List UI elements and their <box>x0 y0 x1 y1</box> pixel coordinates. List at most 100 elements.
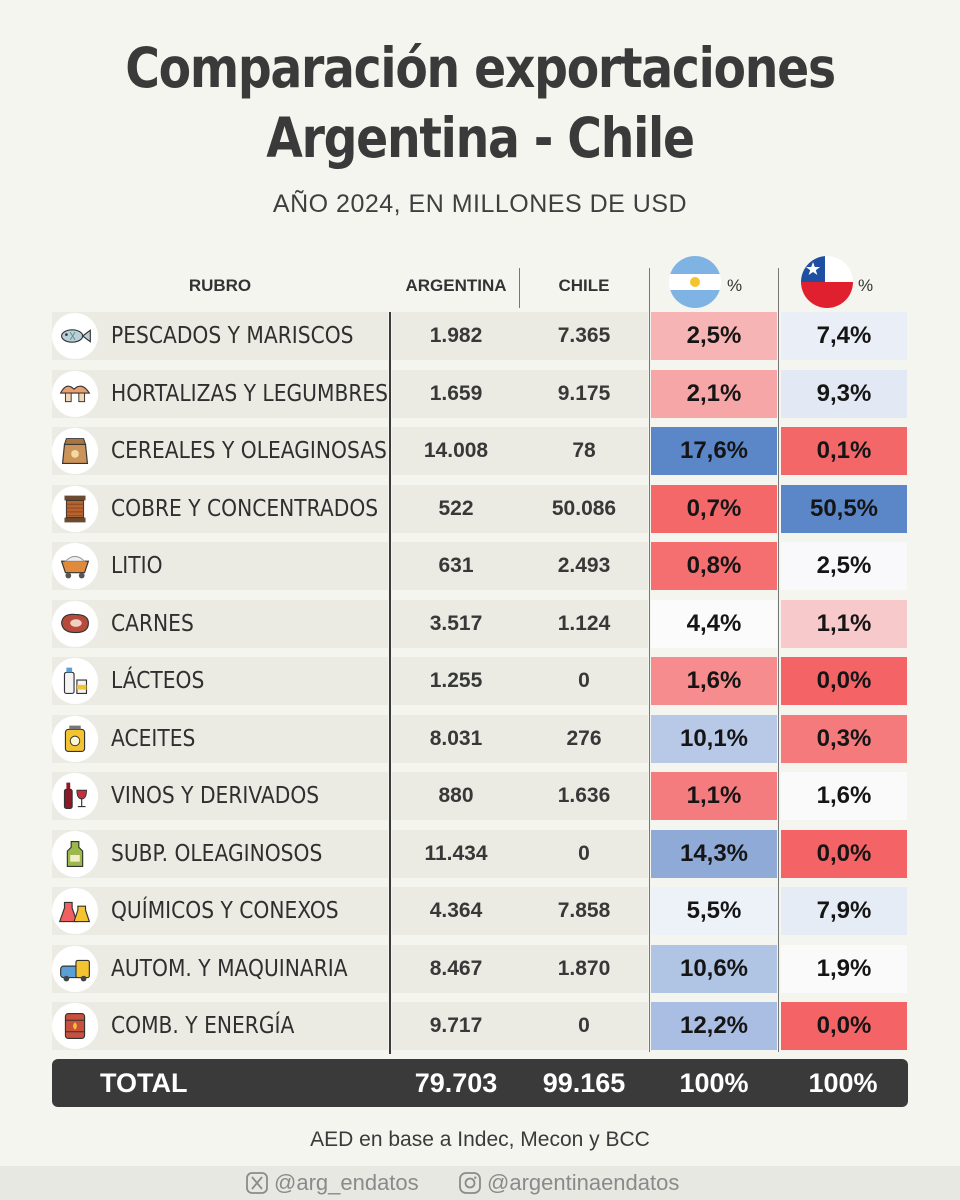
row-rubro: CARNES <box>111 611 194 637</box>
row-pct-chile: 1,6% <box>781 772 907 820</box>
header-argentina: ARGENTINA <box>405 276 507 295</box>
row-pct-argentina: 0,8% <box>651 542 777 590</box>
instagram-handle[interactable]: @argentinaendatos <box>487 1170 680 1195</box>
page-subtitle: AÑO 2024, EN MILLONES DE USD <box>272 190 688 218</box>
copper-spool-icon <box>52 486 98 532</box>
milk-bottle-icon <box>52 658 98 704</box>
fuel-barrel-icon <box>52 1003 98 1049</box>
row-pct-argentina: 1,6% <box>651 657 777 705</box>
row-argentina-value: 8.467 <box>429 957 483 980</box>
row-argentina-value: 1.255 <box>429 669 483 692</box>
row-chile-value: 0 <box>578 669 590 692</box>
row-rubro: ACEITES <box>111 726 196 752</box>
divider-pct-cl <box>778 268 779 1052</box>
grain-sack-icon <box>52 428 98 474</box>
flask-icon <box>52 888 98 934</box>
row-rubro: COMB. Y ENERGÍA <box>111 1013 295 1039</box>
fish-icon <box>52 313 98 359</box>
row-pct-chile: 0,0% <box>781 830 907 878</box>
table-row <box>52 945 388 993</box>
row-chile-value: 7.858 <box>557 899 611 922</box>
row-argentina-value: 8.031 <box>429 727 483 750</box>
row-chile-value: 1.870 <box>557 957 611 980</box>
row-argentina-value: 880 <box>438 784 474 807</box>
row-rubro: QUÍMICOS Y CONEXOS <box>111 898 339 924</box>
row-pct-chile: 9,3% <box>781 370 907 418</box>
oil-can-icon <box>52 716 98 762</box>
x-logo-icon <box>246 1172 268 1194</box>
row-pct-chile: 0,0% <box>781 1002 907 1050</box>
row-chile-value: 7.365 <box>557 324 611 347</box>
total-argentina: 79.703 <box>414 1068 498 1098</box>
row-pct-chile: 1,9% <box>781 945 907 993</box>
row-chile-value: 0 <box>578 842 590 865</box>
table-row <box>52 657 388 705</box>
row-rubro: LÁCTEOS <box>111 668 205 694</box>
row-argentina-value: 9.717 <box>429 1014 483 1037</box>
row-chile-value: 2.493 <box>557 554 611 577</box>
row-pct-argentina: 5,5% <box>651 887 777 935</box>
total-chile: 99.165 <box>542 1068 626 1098</box>
row-pct-chile: 7,9% <box>781 887 907 935</box>
table-row-values <box>392 945 648 993</box>
table-row <box>52 427 388 475</box>
header-rubro: RUBRO <box>188 276 252 295</box>
row-rubro: LITIO <box>111 553 163 579</box>
row-argentina-value: 14.008 <box>423 439 489 462</box>
source-note: AED en base a Indec, Mecon y BCC <box>310 1128 650 1151</box>
row-chile-value: 276 <box>566 727 602 750</box>
row-argentina-value: 1.982 <box>429 324 483 347</box>
page-title-line-2: Argentina - Chile <box>266 106 695 170</box>
row-pct-argentina: 2,1% <box>651 370 777 418</box>
divider-rubro <box>389 312 391 1054</box>
argentina-flag-icon <box>669 256 721 308</box>
table-row-values <box>392 427 648 475</box>
row-rubro: SUBP. OLEAGINOSOS <box>111 841 323 867</box>
row-rubro: AUTOM. Y MAQUINARIA <box>111 956 348 982</box>
total-pct-argentina: 100% <box>679 1068 749 1098</box>
row-pct-argentina: 4,4% <box>651 600 777 648</box>
row-chile-value: 1.124 <box>557 612 611 635</box>
row-pct-argentina: 14,3% <box>651 830 777 878</box>
table-row-values <box>392 1002 648 1050</box>
row-pct-chile: 0,3% <box>781 715 907 763</box>
row-chile-value: 50.086 <box>551 497 617 520</box>
row-pct-chile: 1,1% <box>781 600 907 648</box>
table-row-values <box>392 542 648 590</box>
row-pct-chile: 0,0% <box>781 657 907 705</box>
table-row-values <box>392 887 648 935</box>
table-row-values <box>392 657 648 705</box>
mushroom-icon <box>52 371 98 417</box>
instagram-icon <box>459 1172 481 1194</box>
table-row-values <box>392 485 648 533</box>
x-handle[interactable]: @arg_endatos <box>274 1170 419 1195</box>
row-rubro: PESCADOS Y MARISCOS <box>111 323 354 349</box>
table-row <box>52 830 388 878</box>
row-pct-chile: 0,1% <box>781 427 907 475</box>
table-row <box>52 312 388 360</box>
row-pct-chile: 50,5% <box>781 485 907 533</box>
divider-header-chile <box>519 268 520 308</box>
page-title-line-1: Comparación exportaciones <box>125 36 836 100</box>
total-pct-chile: 100% <box>808 1068 878 1098</box>
table-row-values <box>392 715 648 763</box>
mine-cart-icon <box>52 543 98 589</box>
row-rubro: COBRE Y CONCENTRADOS <box>111 496 379 522</box>
table-row-values <box>392 600 648 648</box>
row-pct-argentina: 0,7% <box>651 485 777 533</box>
oil-bottle-icon <box>52 831 98 877</box>
row-rubro: VINOS Y DERIVADOS <box>111 783 320 809</box>
row-pct-chile: 7,4% <box>781 312 907 360</box>
table-row <box>52 772 388 820</box>
row-pct-argentina: 17,6% <box>651 427 777 475</box>
row-pct-chile: 2,5% <box>781 542 907 590</box>
row-argentina-value: 631 <box>438 554 474 577</box>
table-row <box>52 1002 388 1050</box>
header-pct-argentina: % <box>727 276 743 295</box>
vehicles-icon <box>52 946 98 992</box>
wine-icon <box>52 773 98 819</box>
table-row <box>52 715 388 763</box>
table-row <box>52 887 388 935</box>
table-row <box>52 542 388 590</box>
table-row-values <box>392 312 648 360</box>
